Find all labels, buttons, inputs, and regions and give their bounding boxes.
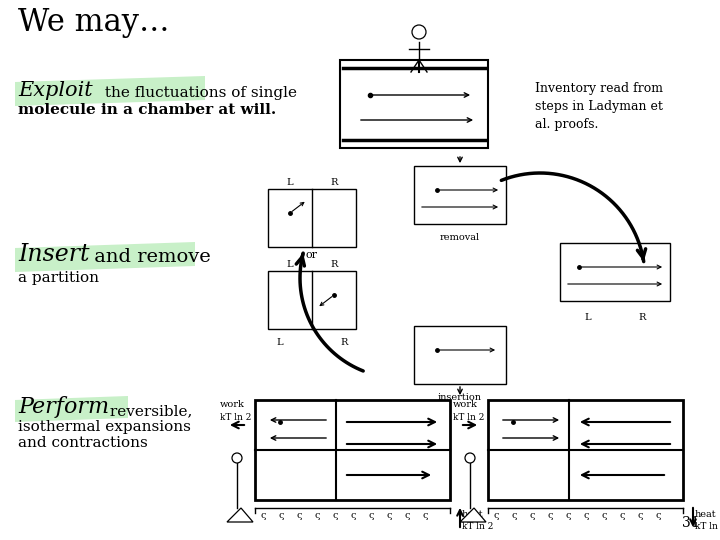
Circle shape xyxy=(232,453,242,463)
Text: R: R xyxy=(330,260,338,269)
Bar xyxy=(255,400,450,500)
Text: L: L xyxy=(276,338,283,347)
Text: ς: ς xyxy=(637,511,643,520)
Text: ς: ς xyxy=(619,511,625,520)
Text: kT ln 2: kT ln 2 xyxy=(453,413,485,422)
Text: Exploit: Exploit xyxy=(18,81,93,100)
Text: kT ln 2: kT ln 2 xyxy=(695,522,720,531)
Bar xyxy=(268,189,356,247)
Text: ς: ς xyxy=(296,511,302,520)
Polygon shape xyxy=(15,76,205,106)
Text: ς: ς xyxy=(350,511,356,520)
Text: ς: ς xyxy=(368,511,374,520)
Text: We may…: We may… xyxy=(18,7,169,38)
Text: L: L xyxy=(287,178,293,187)
Text: ς: ς xyxy=(404,511,410,520)
Circle shape xyxy=(412,25,426,39)
Text: R: R xyxy=(341,338,348,347)
Text: ς: ς xyxy=(583,511,589,520)
Text: a partition: a partition xyxy=(18,271,99,285)
Text: R: R xyxy=(330,178,338,187)
Text: reversible,: reversible, xyxy=(105,404,192,418)
Text: isothermal expansions: isothermal expansions xyxy=(18,420,191,434)
Text: 31: 31 xyxy=(683,516,700,530)
Text: the fluctuations of single: the fluctuations of single xyxy=(100,86,297,100)
Text: Inventory read from
steps in Ladyman et
al. proofs.: Inventory read from steps in Ladyman et … xyxy=(535,82,663,131)
Text: L: L xyxy=(287,260,293,269)
Text: work: work xyxy=(220,400,245,409)
Text: ς: ς xyxy=(547,511,553,520)
Text: L: L xyxy=(585,313,591,322)
Text: ς: ς xyxy=(278,511,284,520)
Bar xyxy=(488,400,683,500)
Text: ς: ς xyxy=(529,511,535,520)
Bar xyxy=(414,326,506,384)
Bar xyxy=(340,60,488,148)
Text: and contractions: and contractions xyxy=(18,436,148,450)
Polygon shape xyxy=(460,508,486,522)
Text: R: R xyxy=(639,313,646,322)
Text: and remove: and remove xyxy=(88,248,211,266)
Text: heat: heat xyxy=(462,510,484,519)
Polygon shape xyxy=(227,508,253,522)
Text: Perform: Perform xyxy=(18,396,109,418)
Text: ς: ς xyxy=(493,511,499,520)
Text: ς: ς xyxy=(422,511,428,520)
Text: work: work xyxy=(453,400,478,409)
Text: or: or xyxy=(306,250,318,260)
Text: ς: ς xyxy=(565,511,571,520)
Text: removal: removal xyxy=(440,233,480,242)
Text: ς: ς xyxy=(260,511,266,520)
Text: Insert: Insert xyxy=(18,243,89,266)
Text: ς: ς xyxy=(332,511,338,520)
Text: ς: ς xyxy=(386,511,392,520)
Text: insertion: insertion xyxy=(438,393,482,402)
Bar xyxy=(414,166,506,224)
Circle shape xyxy=(465,453,475,463)
Bar xyxy=(560,243,670,301)
Text: heat: heat xyxy=(695,510,716,519)
Polygon shape xyxy=(15,396,128,422)
Text: molecule in a chamber at will.: molecule in a chamber at will. xyxy=(18,103,276,117)
Text: ς: ς xyxy=(601,511,607,520)
Polygon shape xyxy=(15,242,195,272)
Text: kT ln 2: kT ln 2 xyxy=(462,522,493,531)
Text: ς: ς xyxy=(511,511,517,520)
Text: ς: ς xyxy=(655,511,661,520)
Bar xyxy=(268,271,356,329)
Text: kT ln 2: kT ln 2 xyxy=(220,413,251,422)
Text: ς: ς xyxy=(314,511,320,520)
